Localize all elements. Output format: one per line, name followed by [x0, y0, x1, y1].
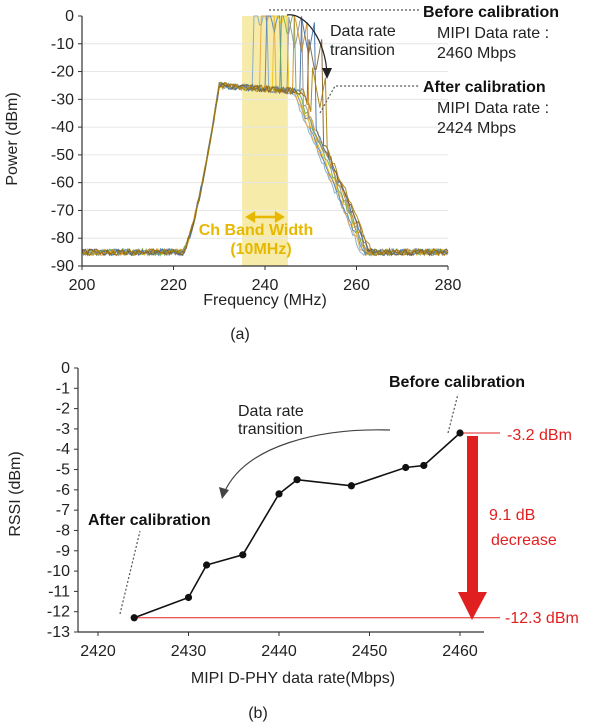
spectrum-y-tick-label: -20 [51, 64, 74, 81]
rssi-y-tick-label: -9 [56, 543, 70, 560]
spectrum-x-tick-label: 200 [69, 277, 96, 294]
before-calibration-title-b: Before calibration [389, 374, 525, 391]
decrease-arrow [458, 436, 487, 620]
rssi-y-tick-label: -4 [56, 441, 70, 458]
before-calibration-rate-value: 2460 Mbps [437, 45, 516, 62]
rssi-data-point [456, 429, 464, 437]
rssi-data-point [275, 490, 283, 498]
rssi-x-tick-label: 2430 [171, 643, 207, 660]
rssi-y-tick-label: -11 [48, 583, 70, 600]
transition-arrowhead-a [322, 68, 332, 79]
transition-arrow-b [223, 429, 391, 494]
rssi-data-point [203, 561, 211, 569]
bandwidth-arrow [245, 211, 285, 223]
spectrum-y-tick-label: -60 [51, 175, 74, 192]
spectrum-y-tick-label: -70 [51, 202, 74, 219]
spectrum-y-tick-label: -90 [51, 258, 74, 275]
transition-label-a-2: transition [330, 42, 395, 59]
after-calibration-title-b: After calibration [88, 512, 211, 529]
spectrum-x-tick-label: 280 [435, 277, 462, 294]
spectrum-y-tick-label: -50 [51, 147, 74, 164]
panel-b-label: (b) [248, 705, 268, 722]
rssi-y-tick-label: -12 [47, 604, 70, 621]
rssi-y-axis-label: RSSI (dBm) [7, 451, 24, 536]
before-calibration-rate-label: MIPI Data rate : [437, 25, 549, 42]
spectrum-y-ticks: 0 -10 -20 -30 -40 -50 -60 -70 -80 -90 [51, 8, 82, 275]
transition-arrow-a [286, 14, 328, 76]
spectrum-chart: 0 -10 -20 -30 -40 -50 -60 -70 -80 -90 200 220 240 26… [4, 4, 559, 343]
after-leader-b [119, 530, 141, 615]
spectrum-x-tick-label: 240 [252, 277, 279, 294]
spectrum-x-axis-label: Frequency (MHz) [203, 292, 327, 309]
rssi-data-point [402, 463, 410, 472]
rssi-y-tick-label: -8 [56, 522, 70, 539]
rssi-x-axis-label: MIPI D-PHY data rate(Mbps) [191, 670, 395, 687]
rssi-y-tick-label: -7 [56, 502, 70, 519]
rssi-y-tick-label: -1 [56, 380, 70, 397]
bandwidth-label: Ch Band Width [199, 222, 314, 239]
rssi-y-tick-label: -6 [56, 482, 70, 499]
rssi-x-ticks: 2420 2430 2440 2450 2460 [80, 632, 478, 660]
spectrum-x-tick-label: 260 [343, 277, 370, 294]
rssi-y-tick-label: 0 [61, 360, 70, 377]
after-calibration-rate-label: MIPI Data rate : [437, 100, 549, 117]
spectrum-y-tick-label: -40 [51, 119, 74, 136]
rssi-reference-lines [134, 432, 500, 619]
rssi-data-point [347, 482, 355, 490]
spectrum-x-tick-label: 220 [160, 277, 187, 294]
rssi-data-point [293, 476, 301, 484]
spectrum-y-tick-label: 0 [65, 8, 74, 25]
rssi-y-ticks: 0 -1 -2 -3 -4 -5 -6 -7 -8 -9 -10 -11 -12 -13 [47, 360, 78, 641]
transition-label-b-1: Data rate [238, 403, 304, 420]
spectrum-x-ticks: 200 220 240 260 280 [69, 266, 462, 294]
rssi-axes [77, 368, 484, 633]
spectrum-traces [81, 15, 449, 257]
panel-a-label: (a) [230, 326, 250, 343]
transition-label-b-2: transition [238, 421, 303, 438]
rssi-x-tick-label: 2460 [442, 643, 478, 660]
transition-arrowhead-b [219, 487, 229, 499]
before-calibration-title-a: Before calibration [423, 4, 559, 21]
rssi-y-tick-label: -10 [47, 563, 70, 580]
top-rssi-value: -3.2 dBm [507, 427, 572, 444]
spectrum-y-tick-label: -10 [51, 36, 74, 53]
after-calibration-title-a: After calibration [423, 79, 546, 96]
after-calibration-rate-value: 2424 Mbps [437, 120, 516, 137]
rssi-y-tick-label: -2 [56, 401, 70, 418]
bandwidth-value: (10MHz) [230, 241, 291, 258]
transition-label-a-1: Data rate [330, 23, 396, 40]
spectrum-y-axis-label: Power (dBm) [4, 92, 21, 185]
rssi-chart: 0 -1 -2 -3 -4 -5 -6 -7 -8 -9 -10 -11 -12 -13 2420 2430… [7, 360, 579, 722]
spectrum-trace [81, 67, 449, 257]
before-leader-b [447, 393, 459, 434]
rssi-data-point [184, 593, 193, 602]
rssi-data-point [130, 614, 138, 622]
rssi-series-line [133, 432, 461, 619]
decrease-label: decrease [491, 532, 557, 549]
rssi-y-tick-label: -13 [47, 624, 70, 641]
rssi-x-tick-label: 2450 [352, 643, 388, 660]
rssi-data-point [420, 461, 428, 470]
bottom-rssi-value: -12.3 dBm [505, 610, 579, 627]
rssi-y-tick-label: -5 [56, 462, 70, 479]
rssi-y-tick-label: -3 [56, 421, 70, 438]
rssi-x-tick-label: 2440 [261, 643, 297, 660]
spectrum-y-tick-label: -80 [51, 230, 74, 247]
rssi-data-point [239, 551, 247, 559]
rssi-x-tick-label: 2420 [80, 643, 116, 660]
decrease-amount: 9.1 dB [489, 507, 535, 524]
spectrum-y-tick-label: -30 [51, 91, 74, 108]
rssi-series [130, 429, 464, 622]
